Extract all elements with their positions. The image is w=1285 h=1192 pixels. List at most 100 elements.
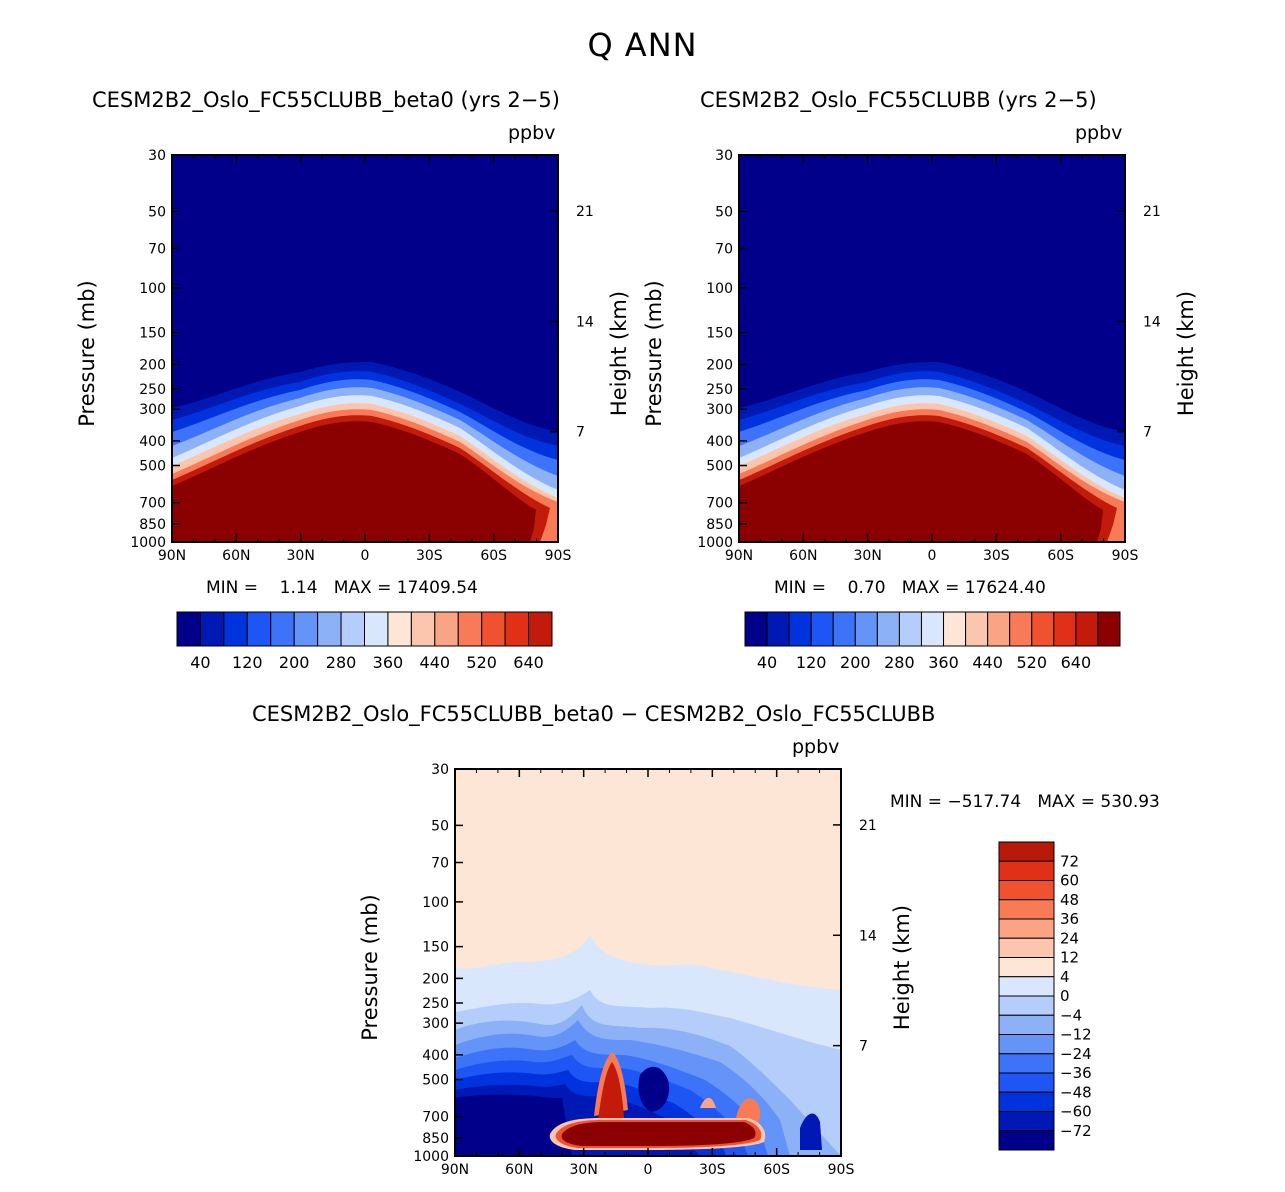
colorbar-label: −48 [1060, 1083, 1092, 1101]
panel2-units: ppbv [1075, 122, 1123, 144]
colorbar-label: 360 [373, 653, 404, 672]
colorbar-label: 48 [1060, 891, 1079, 909]
pressure-tick-label: 150 [139, 326, 166, 342]
colorbar-box [810, 611, 834, 647]
pressure-tick-label: 500 [139, 459, 166, 475]
colorbar-label: 280 [326, 653, 357, 672]
pressure-tick-label: 100 [139, 281, 166, 297]
colorbar-box [1097, 611, 1121, 647]
colorbar-box [387, 611, 412, 647]
latitude-tick-label: 0 [361, 548, 370, 564]
latitude-tick-label: 60S [480, 548, 507, 564]
latitude-tick-label: 60S [763, 1162, 790, 1178]
panel3-contour-fill [455, 769, 841, 1156]
pressure-tick-label: 300 [139, 402, 166, 418]
panel1-contour-fill [172, 155, 558, 542]
colorbar-label: 360 [928, 653, 959, 672]
panel2-ylabel: Pressure (mb) [642, 280, 666, 427]
colorbar-label: 36 [1060, 910, 1079, 928]
panel1-stats: MIN = 1.14 MAX = 17409.54 [206, 578, 478, 598]
latitude-tick-label: 60N [505, 1162, 533, 1178]
pressure-tick-label: 400 [706, 434, 733, 450]
colorbar-label: −60 [1060, 1103, 1092, 1121]
colorbar-label: 520 [466, 653, 497, 672]
colorbar-label: 72 [1060, 852, 1079, 870]
colorbar-label: 640 [1061, 653, 1092, 672]
colorbar-label: 640 [513, 653, 544, 672]
pressure-tick-label: 100 [706, 281, 733, 297]
colorbar-box [998, 1034, 1055, 1055]
height-tick-label: 21 [1143, 204, 1161, 220]
panel2-title: CESM2B2_Oslo_FC55CLUBB (yrs 2−5) [700, 88, 1097, 112]
pressure-tick-label: 30 [431, 762, 449, 778]
latitude-tick-label: 30N [287, 548, 315, 564]
latitude-tick-label: 30N [854, 548, 882, 564]
colorbar-box [457, 611, 483, 647]
panel2-contour-fill [739, 155, 1125, 542]
pressure-tick-label: 400 [139, 434, 166, 450]
pressure-tick-label: 150 [422, 940, 449, 956]
colorbar-box [965, 611, 989, 647]
panel2-stats: MIN = 0.70 MAX = 17624.40 [774, 578, 1046, 598]
panel3-y2label: Height (km) [890, 905, 914, 1030]
pressure-tick-label: 30 [715, 148, 733, 164]
colorbar-box [832, 611, 856, 647]
pressure-tick-label: 200 [706, 357, 733, 373]
pressure-tick-label: 70 [148, 242, 166, 258]
colorbar-label: 24 [1060, 929, 1079, 947]
colorbar-box [246, 611, 272, 647]
colorbar-label: 40 [190, 653, 210, 672]
panel3-axes: 30 50 70 100 150 200 250 300 400 500 700 850 1000 7 14… [358, 762, 914, 1178]
colorbar-label: 120 [796, 653, 827, 672]
pressure-tick-label: 50 [715, 204, 733, 220]
panel1-y2label: Height (km) [607, 291, 631, 416]
colorbar-box [788, 611, 812, 647]
latitude-tick-label: 30N [570, 1162, 598, 1178]
colorbar-box [340, 611, 365, 647]
colorbar-label: −4 [1060, 1006, 1082, 1024]
colorbar-box [317, 611, 342, 647]
panel2-axes: 30 50 70 100 150 200 250 300 400 500 700 850 1000 7 14… [642, 148, 1198, 564]
colorbar-label: 120 [232, 653, 263, 672]
pressure-tick-label: 150 [706, 326, 733, 342]
latitude-tick-label: 60N [789, 548, 817, 564]
colorbar-label: 440 [972, 653, 1003, 672]
colorbar-label: −36 [1060, 1064, 1092, 1082]
plot-frames: 3050701001502002503004005007008501000714… [75, 148, 1198, 1178]
pressure-tick-label: 70 [715, 242, 733, 258]
colorbar-box [744, 611, 768, 647]
colorbar-box [998, 1072, 1055, 1093]
pressure-tick-label: 200 [139, 357, 166, 373]
panel3-ylabel: Pressure (mb) [358, 894, 382, 1041]
colorbar-box [998, 1014, 1055, 1035]
colorbar-box [998, 937, 1055, 958]
pressure-tick-label: 300 [706, 402, 733, 418]
colorbar-box [998, 976, 1055, 997]
colorbar-box [898, 611, 922, 647]
colorbar-box [998, 880, 1055, 901]
colorbar-box [998, 1130, 1055, 1151]
latitude-tick-label: 60S [1047, 548, 1074, 564]
colorbar-box [943, 611, 967, 647]
colorbar-box [998, 1091, 1055, 1112]
colorbar-label: 60 [1060, 872, 1079, 890]
pressure-tick-label: 1000 [413, 1149, 449, 1165]
latitude-tick-label: 0 [644, 1162, 653, 1178]
colorbar-box [998, 995, 1055, 1016]
colorbar-box [504, 611, 530, 647]
latitude-tick-label: 30S [416, 548, 443, 564]
panel3-units: ppbv [792, 736, 840, 758]
colorbar-box [1053, 611, 1077, 647]
colorbar-box [223, 611, 248, 647]
latitude-tick-label: 90S [1112, 548, 1139, 564]
colorbar-box [998, 899, 1055, 920]
colorbars: 40 120 200 280 360 440 520 640 40 120 200 280 360 440… [176, 611, 1121, 1151]
colorbar-label: 200 [279, 653, 310, 672]
colorbar-box [528, 611, 553, 647]
colorbar-label: 40 [757, 653, 777, 672]
pressure-tick-label: 30 [148, 148, 166, 164]
height-tick-label: 7 [1143, 425, 1152, 441]
colorbar-box [434, 611, 459, 647]
colorbar-label: 280 [884, 653, 915, 672]
height-tick-label: 14 [1143, 314, 1161, 330]
